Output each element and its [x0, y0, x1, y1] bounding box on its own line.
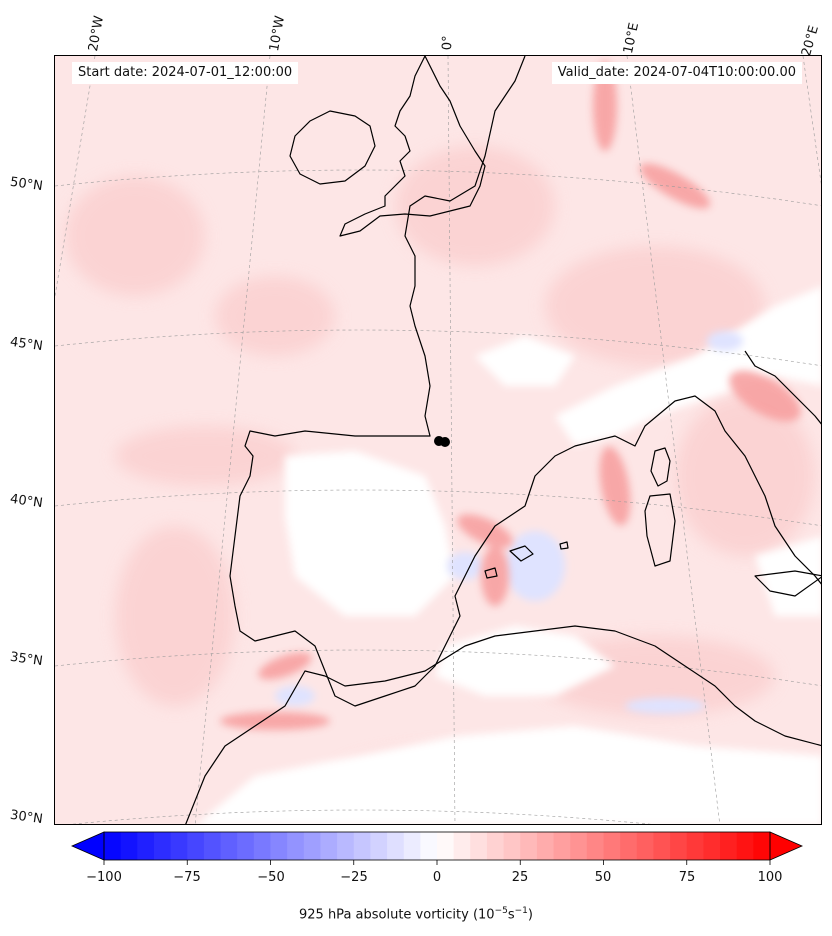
colorbar-cell	[104, 832, 122, 860]
map-panel	[54, 55, 822, 825]
coastline-sicily	[754, 570, 821, 597]
colorbar-tick-marks	[103, 860, 771, 865]
colorbar-cell	[686, 832, 704, 860]
colorbar-tick-label: −25	[340, 870, 368, 885]
colorbar-cell	[353, 832, 371, 860]
coastline-balearics	[484, 541, 569, 579]
lat-label-50n: 50°N	[9, 174, 44, 195]
colorbar-cell	[120, 832, 138, 860]
colorbar-cell	[720, 832, 738, 860]
colorbar-cell	[503, 832, 521, 860]
colorbar-cell	[536, 832, 555, 860]
colorbar-cell	[187, 832, 205, 860]
colorbar-cell	[486, 832, 505, 860]
vorticity-map	[55, 56, 821, 824]
colorbar-cell	[387, 832, 405, 860]
lat-label-45n: 45°N	[9, 334, 44, 355]
colorbar-cell	[437, 832, 455, 860]
colorbar-tick-label: 50	[594, 870, 612, 885]
colorbar-cell	[620, 832, 638, 860]
valid-date-label: Valid_date: 2024-07-04T10:00:00.00	[551, 62, 802, 84]
graticule	[55, 56, 821, 824]
colorbar-cell	[237, 832, 255, 860]
lat-label-40n: 40°N	[9, 491, 44, 512]
coastline-ireland	[289, 110, 376, 185]
lon-label-20w: 20°W	[86, 14, 108, 53]
colorbar-cell	[153, 832, 172, 860]
location-marker	[434, 436, 450, 447]
coastline-france-iberia	[229, 56, 821, 707]
colorbar-cell	[653, 832, 671, 860]
colorbar-cell	[453, 832, 471, 860]
colorbar-cell	[220, 832, 238, 860]
coastline-sardinia	[644, 493, 676, 567]
colorbar-cell	[337, 832, 355, 860]
colorbar-label: 925 hPa absolute vorticity (10−5s−1)	[0, 906, 832, 922]
lon-label-0: 0°	[440, 35, 456, 51]
colorbar-tick-label: −75	[173, 870, 201, 885]
colorbar-cell	[137, 832, 155, 860]
colorbar-cell	[520, 832, 538, 860]
colorbar-cell	[420, 832, 438, 860]
lat-label-35n: 35°N	[9, 649, 44, 670]
colorbar-extend-high	[769, 831, 803, 861]
vorticity-field-positive-strong	[220, 61, 801, 730]
colorbar-cell	[170, 832, 188, 860]
colorbar-cell	[636, 832, 654, 860]
colorbar-cell	[736, 832, 754, 860]
colorbar-label-exp2: −1	[514, 906, 528, 916]
lon-label-20e: 20°E	[799, 23, 823, 59]
start-date-label: Start date: 2024-07-01_12:00:00	[72, 62, 299, 84]
vorticity-field-neutral	[197, 286, 821, 824]
coastline-great-britain	[339, 56, 486, 237]
colorbar-cell	[403, 832, 421, 860]
colorbar-tick-label: 100	[757, 870, 783, 885]
colorbar	[71, 831, 803, 865]
colorbar-cell	[203, 832, 222, 860]
coastline-corsica	[650, 447, 671, 487]
colorbar-cell	[670, 832, 688, 860]
colorbar-cell	[320, 832, 338, 860]
colorbar-cell	[703, 832, 721, 860]
colorbar-cell	[303, 832, 321, 860]
lon-label-10e: 10°E	[621, 21, 643, 56]
colorbar-cell	[753, 832, 771, 860]
colorbar-label-main: 925 hPa absolute vorticity (10	[299, 907, 495, 923]
lat-label-30n: 30°N	[9, 807, 44, 828]
colorbar-label-exp1: −5	[494, 906, 508, 916]
coastline-italy	[744, 350, 821, 425]
colorbar-tick-label: 0	[432, 870, 442, 885]
colorbar-extend-low	[71, 831, 105, 861]
colorbar-cell	[270, 832, 288, 860]
colorbar-cell	[570, 832, 588, 860]
colorbar-cell	[287, 832, 305, 860]
coastlines	[185, 56, 821, 824]
colorbar-cell	[253, 832, 271, 860]
colorbar-cell	[603, 832, 621, 860]
colorbar-cell	[470, 832, 488, 860]
colorbar-tick-label: −100	[86, 870, 122, 885]
colorbar-cell	[586, 832, 604, 860]
lon-label-10w: 10°W	[267, 14, 289, 53]
colorbar-tick-label: −50	[257, 870, 285, 885]
coastline-north-africa	[185, 625, 821, 824]
colorbar-cells	[104, 832, 771, 860]
colorbar-label-end: )	[527, 907, 533, 923]
colorbar-label-mid: s	[507, 907, 515, 923]
colorbar-tick-label: 75	[678, 870, 696, 885]
colorbar-cell	[370, 832, 388, 860]
colorbar-tick-label: 25	[511, 870, 529, 885]
colorbar-cell	[553, 832, 571, 860]
